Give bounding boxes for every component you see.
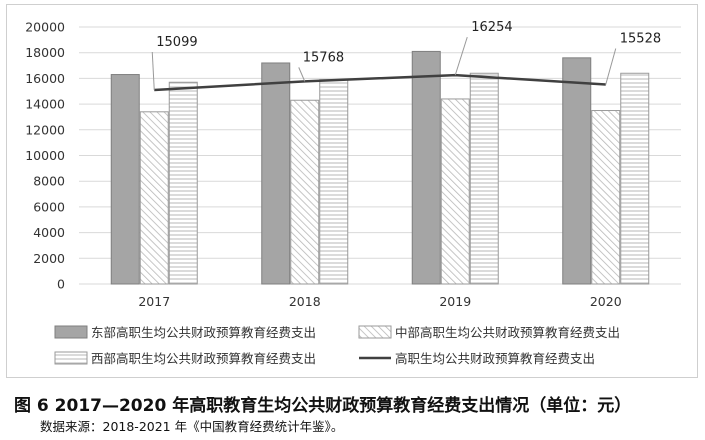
bar-horizontal (168, 81, 198, 285)
legend-swatch-horizontal (54, 351, 88, 365)
label-leader (151, 51, 155, 91)
chart-svg: 0 2000 4000 6000 8000 10000 12000 14000 16000 180… (25, 20, 681, 366)
legend: 东部高职生均公共财政预算教育经费支出 中部高职生均公共财政预算教育经费支出西部高职… (54, 325, 620, 366)
x-tick-label: 2019 (439, 294, 471, 309)
bar-horizontal (469, 72, 499, 285)
y-tick-label: 8000 (33, 174, 65, 189)
x-axis-ticks: 2017 2018 2019 2020 (138, 294, 621, 309)
legend-label: 东部高职生均公共财政预算教育经费支出 (91, 325, 316, 340)
bar-solid (562, 57, 592, 285)
line-data-label: 15099 (156, 35, 197, 50)
bar-diagonal (591, 110, 621, 285)
data-source-note: 数据来源：2018-2021 年《中国教育经费统计年鉴》。 (40, 419, 344, 434)
legend-swatch-diagonal (358, 325, 392, 339)
bars (110, 50, 650, 285)
legend-label: 高职生均公共财政预算教育经费支出 (395, 351, 595, 366)
bar-diagonal (440, 98, 470, 285)
bar-diagonal (290, 99, 320, 285)
bar-solid (110, 74, 140, 285)
bar-horizontal (319, 79, 349, 285)
y-tick-label: 12000 (25, 122, 65, 137)
bar-horizontal (620, 72, 650, 285)
y-tick-label: 0 (57, 277, 65, 292)
legend-label: 中部高职生均公共财政预算教育经费支出 (395, 325, 620, 340)
label-leader (298, 67, 306, 82)
line-data-label: 15768 (303, 50, 344, 65)
x-tick-label: 2017 (138, 294, 170, 309)
legend-label: 西部高职生均公共财政预算教育经费支出 (91, 351, 316, 366)
x-tick-label: 2020 (590, 294, 622, 309)
chart-frame: 0 2000 4000 6000 8000 10000 12000 14000 16000 180… (6, 4, 698, 378)
y-tick-label: 2000 (33, 251, 65, 266)
legend-swatch-solid (54, 325, 88, 339)
y-tick-label: 6000 (33, 199, 65, 214)
label-leader (605, 48, 617, 85)
y-axis-ticks: 0 2000 4000 6000 8000 10000 12000 14000 16000 180… (25, 20, 65, 292)
y-tick-label: 18000 (25, 45, 65, 60)
y-tick-label: 16000 (25, 71, 65, 86)
y-tick-label: 10000 (25, 148, 65, 163)
bar-solid (261, 62, 291, 285)
line-data-label: 15528 (620, 31, 661, 46)
line-series (154, 73, 606, 92)
bar-solid (411, 50, 441, 285)
label-leader (454, 36, 468, 76)
y-tick-label: 4000 (33, 225, 65, 240)
bar-diagonal (139, 111, 169, 285)
total-line: 15099 15768 16254 15528 (151, 20, 661, 92)
figure-caption: 图 6 2017—2020 年高职教育生均公共财政预算教育经费支出情况（单位：元… (14, 396, 632, 416)
line-data-label: 16254 (471, 20, 512, 35)
x-tick-label: 2018 (289, 294, 321, 309)
y-tick-label: 20000 (25, 20, 65, 35)
y-tick-label: 14000 (25, 97, 65, 112)
